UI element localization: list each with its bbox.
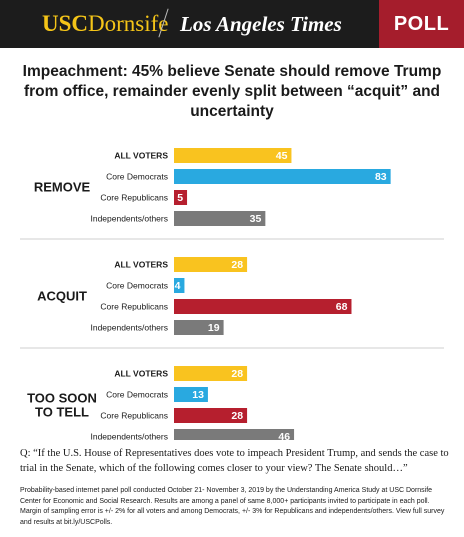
bar-acquit-independents-others — [174, 320, 224, 335]
group-label-too-soon-to-tell-line-2: TO TELL — [35, 405, 89, 420]
value-label-remove-independents-others: 35 — [250, 213, 262, 225]
value-label-too-soon-to-tell-core-democrats: 13 — [192, 389, 204, 401]
value-label-too-soon-to-tell-independents-others: 46 — [278, 431, 290, 440]
group-label-acquit: ACQUIT — [37, 289, 87, 304]
value-label-remove-all-voters: 45 — [276, 150, 288, 162]
group-label-too-soon-to-tell-line-1: TOO SOON — [27, 391, 97, 406]
bar-remove-independents-others — [174, 211, 266, 226]
bar-remove-core-democrats — [174, 169, 391, 184]
bar-acquit-core-democrats — [174, 278, 185, 293]
bar-remove-core-republicans — [174, 190, 188, 205]
methodology-note: Probability-based internet panel poll co… — [20, 487, 445, 526]
category-label-too-soon-to-tell-core-republicans: Core Republicans — [100, 411, 168, 421]
category-label-remove-independents-others: Independents/others — [90, 214, 168, 224]
value-label-too-soon-to-tell-core-republicans: 28 — [231, 410, 243, 422]
value-label-acquit-independents-others: 19 — [208, 322, 220, 334]
bar-acquit-all-voters — [174, 257, 248, 272]
survey-question: Q: “If the U.S. House of Representatives… — [20, 448, 449, 474]
value-label-remove-core-republicans: 5 — [177, 192, 183, 204]
category-label-acquit-independents-others: Independents/others — [90, 323, 168, 333]
category-label-remove-all-voters: ALL VOTERS — [114, 151, 168, 161]
la-times-logo: Los Angeles Times — [180, 12, 342, 36]
chart-title: Impeachment: 45% believe Senate should r… — [22, 63, 442, 120]
group-label-remove: REMOVE — [34, 180, 91, 195]
category-label-too-soon-to-tell-independents-others: Independents/others — [90, 432, 168, 441]
category-label-acquit-core-democrats: Core Democrats — [106, 281, 168, 291]
value-label-remove-core-democrats: 83 — [375, 171, 387, 183]
bar-too-soon-to-tell-core-republicans — [174, 408, 248, 423]
bar-too-soon-to-tell-independents-others — [174, 429, 295, 440]
value-label-too-soon-to-tell-all-voters: 28 — [231, 368, 243, 380]
usc-dornsife-logo: USCDornsife — [42, 10, 169, 38]
usc-logo-part2: Dornsife — [88, 11, 169, 36]
bar-too-soon-to-tell-all-voters — [174, 366, 248, 381]
category-label-remove-core-democrats: Core Democrats — [106, 172, 168, 182]
category-label-too-soon-to-tell-core-democrats: Core Democrats — [106, 390, 168, 400]
value-label-acquit-all-voters: 28 — [231, 259, 243, 271]
category-label-acquit-all-voters: ALL VOTERS — [114, 260, 168, 270]
value-label-acquit-core-republicans: 68 — [336, 301, 348, 313]
bar-too-soon-to-tell-core-democrats — [174, 387, 208, 402]
usc-logo-part1: USC — [42, 11, 89, 36]
category-label-too-soon-to-tell-all-voters: ALL VOTERS — [114, 369, 168, 379]
bar-remove-all-voters — [174, 148, 292, 163]
value-label-acquit-core-democrats: 4 — [175, 280, 181, 292]
category-label-acquit-core-republicans: Core Republicans — [100, 302, 168, 312]
category-label-remove-core-republicans: Core Republicans — [100, 193, 168, 203]
header-bar: USCDornsife Los Angeles Times POLL — [0, 0, 464, 48]
bar-acquit-core-republicans — [174, 299, 352, 314]
poll-badge: POLL — [379, 0, 464, 48]
